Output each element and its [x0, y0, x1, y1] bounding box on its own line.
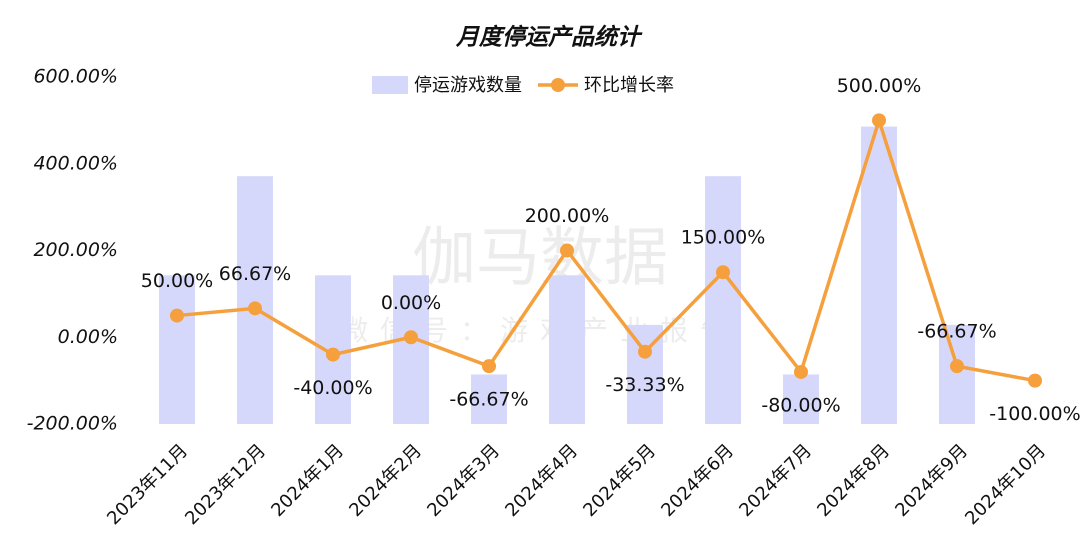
point	[560, 243, 574, 258]
legend-swatch	[551, 78, 565, 92]
bar	[549, 275, 585, 424]
line	[176, 114, 1036, 383]
data-label: -100.00%	[989, 403, 1080, 425]
data-label: -80.00%	[761, 394, 840, 416]
point	[248, 301, 262, 316]
bar	[939, 324, 975, 424]
bar	[393, 275, 429, 424]
y-tick-label: -200.00%	[27, 413, 118, 435]
y-tick-label: 400.00%	[33, 152, 118, 174]
bar	[783, 374, 819, 424]
point	[326, 347, 340, 362]
point	[872, 113, 886, 128]
data-label: 0.00%	[381, 292, 441, 314]
legend-label: 环比增长率	[584, 75, 674, 96]
data-label: -40.00%	[293, 377, 372, 399]
point	[638, 344, 652, 359]
point	[950, 359, 964, 374]
legend-swatch	[372, 76, 408, 94]
watermark: 伽马数据	[412, 222, 668, 296]
y-tick-label: 600.00%	[33, 66, 118, 88]
y-tick-label: 200.00%	[33, 239, 118, 261]
x-tick-label: 2024年7月	[735, 440, 816, 521]
point	[716, 265, 730, 280]
data-label: 200.00%	[525, 205, 610, 227]
point	[404, 330, 418, 345]
y-tick-label: 0.00%	[58, 326, 118, 348]
legend-label: 停运游戏数量	[414, 75, 522, 96]
x-tick-label: 2024年2月	[345, 440, 426, 521]
data-label: -33.33%	[605, 374, 684, 396]
point	[170, 308, 184, 323]
data-label: 500.00%	[837, 75, 922, 97]
point	[1028, 373, 1042, 388]
x-tick-label: 2024年8月	[813, 440, 894, 521]
bar	[705, 176, 741, 424]
point	[482, 359, 496, 374]
x-tick-label: 2023年12月	[181, 440, 270, 529]
bar	[159, 275, 195, 424]
x-tick-label: 2024年6月	[657, 440, 738, 521]
chart-title: 月度停运产品统计	[455, 25, 643, 51]
x-tick-label: 2024年3月	[423, 440, 504, 521]
point	[794, 364, 808, 379]
x-tick-label: 2024年4月	[501, 440, 582, 521]
bar	[861, 126, 897, 425]
data-label: 66.67%	[219, 263, 291, 285]
bar	[471, 374, 507, 424]
x-tick-label: 2023年11月	[103, 440, 192, 529]
data-label: -66.67%	[449, 389, 528, 411]
x-tick-label: 2024年1月	[267, 440, 348, 521]
bar	[237, 176, 273, 424]
data-label: 150.00%	[681, 227, 766, 249]
x-tick-label: 2024年9月	[891, 440, 972, 521]
x-tick-label: 2024年5月	[579, 440, 660, 521]
data-label: -66.67%	[917, 321, 996, 343]
data-label: 50.00%	[141, 270, 213, 292]
x-tick-label: 2024年10月	[961, 440, 1050, 529]
